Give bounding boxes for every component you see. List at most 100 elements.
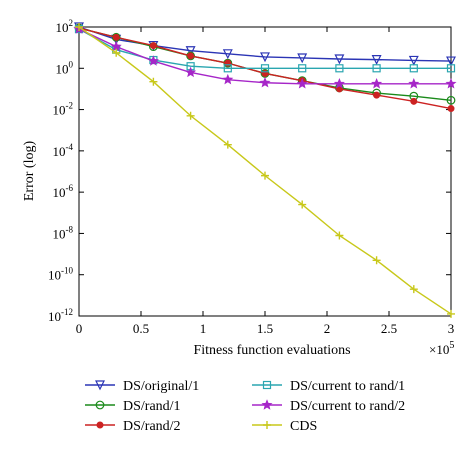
- data-point: [112, 48, 121, 57]
- data-point: [260, 52, 270, 63]
- data-point: [334, 54, 345, 65]
- y-tick-base: 10: [53, 144, 66, 159]
- y-tick-base: 10: [48, 309, 61, 324]
- x-tick-label: 1: [200, 321, 207, 336]
- data-point: [112, 33, 120, 41]
- data-point: [409, 64, 418, 73]
- y-tick-base: 10: [53, 226, 66, 241]
- y-tick-label: 10-8: [53, 224, 74, 241]
- legend-item: DS/rand/2: [85, 419, 181, 434]
- data-point: [335, 64, 344, 73]
- data-point: [408, 77, 420, 89]
- data-point: [372, 64, 381, 73]
- y-tick-base: 10: [48, 268, 61, 283]
- y-tick-label: 10-10: [48, 266, 73, 283]
- x-multiplier-exp: 5: [449, 340, 454, 351]
- data-point: [296, 77, 308, 89]
- y-tick-label: 10-12: [48, 307, 73, 324]
- data-point: [222, 49, 233, 60]
- x-tick-label: 3: [448, 321, 455, 336]
- legend: DS/original/1 DS/current to rand/1 DS/rand…: [85, 379, 405, 434]
- data-point: [298, 200, 307, 209]
- legend-swatch-marker: [96, 421, 104, 429]
- y-tick-base: 10: [56, 20, 69, 35]
- data-point: [185, 46, 196, 57]
- legend-item: DS/current to rand/2: [252, 399, 405, 414]
- legend-item: DS/current to rand/1: [252, 379, 405, 394]
- y-tick-exp: -6: [66, 183, 74, 193]
- legend-swatch-marker: [95, 400, 105, 410]
- data-point: [445, 77, 457, 89]
- legend-label: DS/rand/1: [123, 399, 181, 414]
- x-tick-label: 0: [76, 321, 83, 336]
- data-point: [446, 64, 456, 73]
- data-point: [223, 64, 232, 73]
- data-point: [446, 56, 456, 67]
- data-point: [446, 95, 456, 105]
- data-point: [372, 256, 381, 265]
- y-tick-exp: -10: [61, 266, 73, 276]
- y-axis-label: Error (log): [22, 141, 37, 202]
- data-point: [335, 231, 344, 240]
- x-tick-label: 2.5: [381, 321, 397, 336]
- data-point: [371, 55, 382, 65]
- legend-item: DS/original/1: [85, 379, 199, 394]
- legend-label: DS/rand/2: [123, 419, 181, 434]
- x-tick-label: 2: [324, 321, 331, 336]
- data-point: [222, 73, 234, 85]
- data-point: [373, 91, 381, 99]
- data-point: [408, 55, 419, 66]
- legend-item: DS/rand/1: [85, 399, 181, 414]
- series-line: [78, 27, 452, 101]
- legend-swatch-marker: [263, 421, 271, 429]
- data-point: [223, 58, 233, 68]
- data-point: [447, 105, 455, 113]
- legend-swatch-marker: [262, 380, 272, 390]
- series-line: [78, 28, 451, 69]
- data-point: [410, 97, 418, 105]
- legend-label: DS/original/1: [123, 379, 199, 394]
- series-1: [74, 23, 456, 105]
- y-tick-exp: -2: [66, 101, 74, 111]
- data-point: [185, 66, 197, 78]
- y-tick-base: 10: [53, 103, 66, 118]
- data-point: [297, 53, 308, 64]
- legend-label: DS/current to rand/2: [290, 399, 405, 414]
- data-point: [186, 111, 195, 120]
- y-tick-label: 102: [56, 18, 74, 35]
- legend-label: DS/current to rand/1: [290, 379, 405, 394]
- y-tick-label: 10-6: [53, 183, 74, 200]
- x-tick-label: 1.5: [257, 321, 273, 336]
- series-line: [78, 26, 452, 62]
- legend-item: CDS: [252, 419, 317, 434]
- legend-swatch-marker: [261, 399, 273, 410]
- data-point: [409, 285, 418, 294]
- y-tick-base: 10: [53, 185, 66, 200]
- data-point: [260, 64, 270, 73]
- data-point: [333, 77, 345, 89]
- x-multiplier-base: ×10: [429, 342, 449, 357]
- x-axis-label: Fitness function evaluations: [193, 343, 350, 358]
- y-tick-base: 10: [56, 61, 69, 76]
- x-axis-ticks: 0 0.5 1 1.5 2 2.5 3: [76, 27, 455, 336]
- data-point: [223, 140, 232, 149]
- data-point: [261, 171, 269, 180]
- y-tick-exp: -4: [66, 142, 74, 152]
- data-point: [187, 52, 195, 60]
- y-tick-exp: 2: [69, 18, 74, 28]
- data-point: [147, 55, 159, 66]
- data-point: [447, 309, 455, 318]
- series-layer: [73, 22, 457, 318]
- data-point: [259, 76, 271, 88]
- y-tick-exp: -8: [66, 224, 74, 234]
- data-point: [298, 64, 307, 73]
- series-4: [73, 23, 457, 89]
- y-tick-exp: 0: [69, 59, 74, 69]
- data-point: [371, 77, 383, 89]
- data-point: [186, 51, 196, 61]
- legend-label: CDS: [290, 419, 317, 434]
- legend-swatch-marker: [95, 380, 105, 391]
